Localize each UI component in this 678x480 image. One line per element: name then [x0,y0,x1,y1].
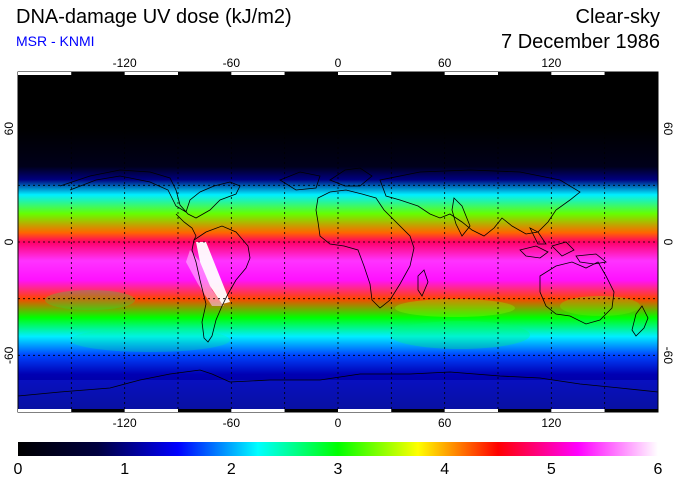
border-segment [71,72,125,75]
colorbar-tick-label: 4 [440,461,449,478]
left-lat-ticks: 60 0 -60 [2,122,16,364]
colorbar-tick-label: 6 [654,461,663,478]
equatorial-low-pacific [395,299,515,317]
border-segment [71,409,125,412]
lat-tick-label: 60 [2,122,16,136]
lon-tick-label: -60 [223,416,241,430]
colorbar-labels: 0 1 2 3 4 5 6 [14,461,663,478]
lon-tick-label: 0 [335,416,342,430]
lon-tick-label: 0 [335,56,342,70]
border-segment [604,72,658,75]
colorbar-tick-label: 2 [227,461,236,478]
border-segment [391,72,445,75]
border-segment [444,72,498,75]
border-segment [338,72,392,75]
border-segment [498,409,552,412]
border-segment [604,409,658,412]
regional-anomalies [18,242,658,412]
bottom-lon-ticks: -120 -60 0 60 120 [113,416,562,430]
andes-high-dose [196,242,230,304]
lat-tick-label: 0 [661,239,675,246]
source-label: MSR - KNMI [16,33,95,49]
map-date: 7 December 1986 [501,31,660,53]
border-segment [338,409,392,412]
lon-tick-label: 60 [438,416,452,430]
lat-lon-grid [18,72,658,412]
lon-tick-label: 60 [438,56,452,70]
colorbar-tick-label: 3 [334,461,343,478]
coast-asia [379,169,581,237]
border-segment [284,409,338,412]
border-segment [551,409,605,412]
lon-tick-label: -120 [113,416,137,430]
coast-north-america [59,169,241,219]
sky-condition: Clear-sky [575,6,660,28]
coast-africa [315,189,415,309]
lat-tick-label: 60 [661,122,675,136]
coast-antarctica [18,369,658,397]
border-segment [284,72,338,75]
lat-tick-label: 0 [2,238,16,245]
border-segment [124,409,178,412]
lon-tick-label: 120 [541,416,561,430]
lon-tick-label: 120 [541,56,561,70]
lon-tick-label: -120 [113,56,137,70]
right-lat-ticks: 60 0 -60 [661,122,675,364]
coast-south-america [191,225,251,343]
colorbar [18,442,658,456]
colorbar-tick-label: 0 [14,461,23,478]
border-segment [391,409,445,412]
coast-australia [539,261,615,325]
border-segment [231,72,285,75]
border-segment [231,409,285,412]
border-segment [124,72,178,75]
colorbar-tick-label: 1 [120,461,129,478]
border-segment [18,72,72,75]
coastlines [18,167,658,397]
border-segment [178,72,232,75]
border-segment [498,72,552,75]
lon-tick-label: -60 [223,56,241,70]
border-segment [178,409,232,412]
map-title: DNA-damage UV dose (kJ/m2) [16,6,292,28]
top-lon-ticks: -120 -60 0 60 120 [113,56,562,70]
border-segment [551,72,605,75]
lat-tick-label: -60 [661,347,675,365]
colorbar-tick-label: 5 [547,461,556,478]
lat-tick-label: -60 [2,346,16,364]
border-segment [18,409,72,412]
border-segment [444,409,498,412]
